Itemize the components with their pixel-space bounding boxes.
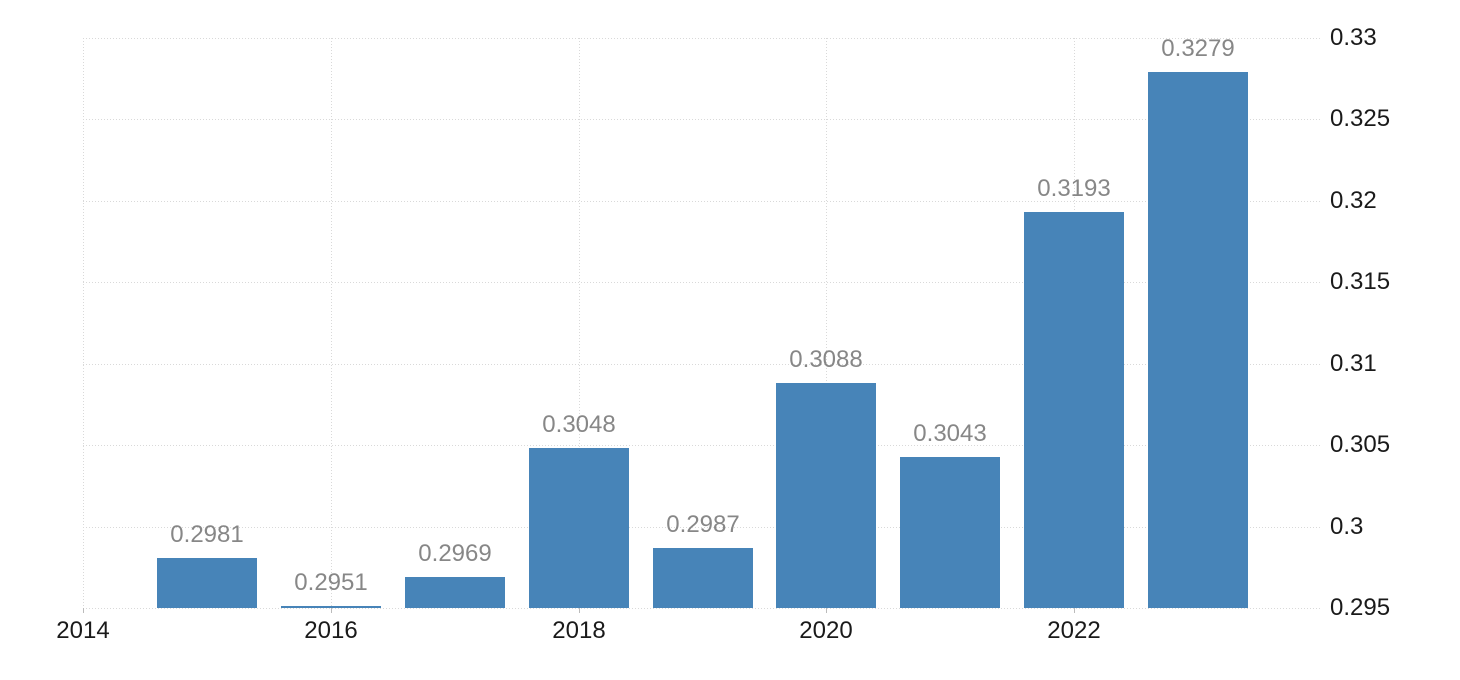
y-axis-tick-label: 0.305 (1330, 431, 1391, 458)
bar[interactable] (281, 606, 381, 608)
x-axis-tick-label: 2020 (799, 617, 853, 644)
x-axis-tick-label: 2018 (552, 617, 606, 644)
horizontal-gridline (83, 38, 1322, 39)
x-axis-tick-mark (826, 608, 827, 613)
bar[interactable] (776, 383, 876, 608)
x-axis-tick-mark (1074, 608, 1075, 613)
x-axis-tick-label: 2014 (56, 617, 110, 644)
bar-value-label: 0.3088 (789, 346, 863, 373)
horizontal-gridline (83, 119, 1322, 120)
bar-value-label: 0.3048 (542, 411, 616, 438)
horizontal-gridline (83, 282, 1322, 283)
horizontal-gridline (83, 445, 1322, 446)
y-axis-tick-label: 0.295 (1330, 594, 1391, 621)
bar-value-label: 0.3193 (1037, 175, 1111, 202)
bar-value-label: 0.3279 (1161, 35, 1235, 62)
horizontal-gridline (83, 608, 1322, 609)
x-axis-tick-mark (83, 608, 84, 613)
x-axis-tick-label: 2022 (1047, 617, 1101, 644)
bar-value-label: 0.2987 (666, 511, 740, 538)
x-axis-tick-mark (331, 608, 332, 613)
horizontal-gridline (83, 527, 1322, 528)
bar[interactable] (529, 448, 629, 608)
bar-value-label: 0.3043 (913, 420, 987, 447)
y-axis-tick-label: 0.325 (1330, 105, 1391, 132)
horizontal-gridline (83, 201, 1322, 202)
x-axis-tick-mark (579, 608, 580, 613)
y-axis-tick-label: 0.31 (1330, 350, 1377, 377)
vertical-gridline (83, 38, 84, 608)
bar[interactable] (157, 558, 257, 608)
vertical-gridline (579, 38, 580, 608)
bar-value-label: 0.2969 (418, 540, 492, 567)
bar[interactable] (1024, 212, 1124, 608)
bar[interactable] (405, 577, 505, 608)
horizontal-gridline (83, 364, 1322, 365)
bar[interactable] (653, 548, 753, 608)
y-axis-tick-label: 0.32 (1330, 187, 1377, 214)
bar[interactable] (900, 457, 1000, 608)
bar-value-label: 0.2951 (294, 569, 368, 596)
vertical-gridline (331, 38, 332, 608)
bar-value-label: 0.2981 (170, 521, 244, 548)
y-axis-tick-label: 0.33 (1330, 24, 1377, 51)
bar[interactable] (1148, 72, 1248, 608)
x-axis-tick-label: 2016 (304, 617, 358, 644)
y-axis-tick-label: 0.315 (1330, 268, 1391, 295)
vertical-gridline (826, 38, 827, 608)
y-axis-tick-label: 0.3 (1330, 513, 1364, 540)
